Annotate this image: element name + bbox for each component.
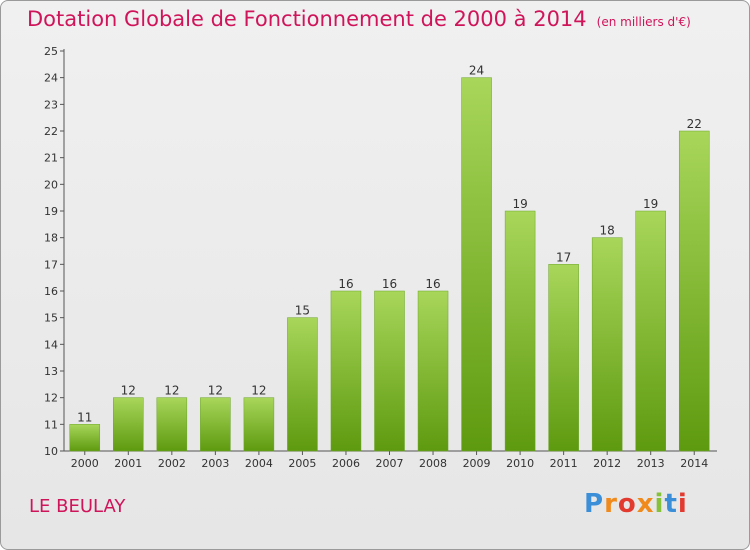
x-tick-label: 2000 — [71, 457, 99, 470]
chart-subtitle: (en milliers d'€) — [596, 15, 691, 29]
bar-value-label: 12 — [121, 384, 136, 398]
bar-value-label: 16 — [382, 277, 397, 291]
bar-2013 — [635, 210, 666, 452]
bar-value-label: 19 — [643, 197, 658, 211]
x-tick-label: 2008 — [419, 457, 447, 470]
bar-2014 — [678, 130, 710, 452]
chart-title-text: Dotation Globale de Fonctionnement de 20… — [27, 7, 587, 31]
x-tick-label: 2010 — [506, 457, 534, 470]
bar-value-label: 19 — [512, 197, 527, 211]
x-tick-label: 2012 — [593, 457, 621, 470]
bar-2000 — [69, 424, 101, 452]
bar-2003 — [200, 397, 231, 452]
bar-value-label: 16 — [425, 277, 440, 291]
x-tick-label: 2011 — [550, 457, 578, 470]
commune-name: LE BEULAY — [29, 496, 126, 517]
y-tick-label: 22 — [44, 125, 58, 138]
bar-value-label: 15 — [295, 304, 310, 318]
bar-2010 — [504, 210, 536, 452]
x-tick-label: 2013 — [637, 457, 665, 470]
bar-2005 — [287, 317, 318, 452]
y-tick-label: 25 — [44, 45, 58, 58]
bar-value-label: 24 — [469, 64, 484, 78]
y-tick-label: 12 — [44, 392, 58, 405]
y-tick-label: 13 — [44, 365, 58, 378]
y-tick-label: 19 — [44, 205, 58, 218]
x-tick-label: 2006 — [332, 457, 360, 470]
x-tick-label: 2003 — [201, 457, 229, 470]
x-tick-label: 2014 — [680, 457, 708, 470]
x-tick-label: 2002 — [158, 457, 186, 470]
x-tick-label: 2005 — [288, 457, 316, 470]
bar-value-label: 12 — [208, 384, 223, 398]
y-tick-label: 10 — [44, 445, 58, 458]
y-tick-label: 11 — [44, 418, 58, 431]
bar-value-label: 16 — [338, 277, 353, 291]
y-tick-label: 20 — [44, 178, 58, 191]
y-tick-label: 14 — [44, 338, 58, 351]
bar-value-label: 22 — [687, 117, 702, 131]
y-tick-label: 18 — [44, 232, 58, 245]
bar-2009 — [461, 77, 492, 452]
bar-2004 — [243, 397, 275, 452]
y-tick-label: 21 — [44, 152, 58, 165]
bar-value-label: 18 — [600, 224, 615, 238]
bar-2001 — [113, 397, 144, 452]
proxiti-logo: Proxiti — [584, 489, 688, 519]
x-tick-label: 2004 — [245, 457, 273, 470]
y-tick-label: 17 — [44, 258, 58, 271]
chart-title: Dotation Globale de Fonctionnement de 20… — [27, 7, 691, 31]
y-tick-label: 16 — [44, 285, 58, 298]
bar-2012 — [591, 237, 623, 452]
bar-value-label: 12 — [251, 384, 266, 398]
x-tick-label: 2009 — [463, 457, 491, 470]
y-tick-label: 24 — [44, 72, 58, 85]
y-tick-label: 23 — [44, 98, 58, 111]
bar-value-label: 11 — [77, 410, 92, 424]
x-tick-label: 2007 — [376, 457, 404, 470]
bar-2008 — [417, 290, 449, 452]
bar-2011 — [548, 264, 579, 452]
bar-2006 — [330, 290, 362, 452]
bar-2002 — [156, 397, 188, 452]
bar-2007 — [374, 290, 405, 452]
bar-value-label: 17 — [556, 250, 571, 264]
bar-value-label: 12 — [164, 384, 179, 398]
x-tick-label: 2001 — [114, 457, 142, 470]
y-tick-label: 15 — [44, 312, 58, 325]
